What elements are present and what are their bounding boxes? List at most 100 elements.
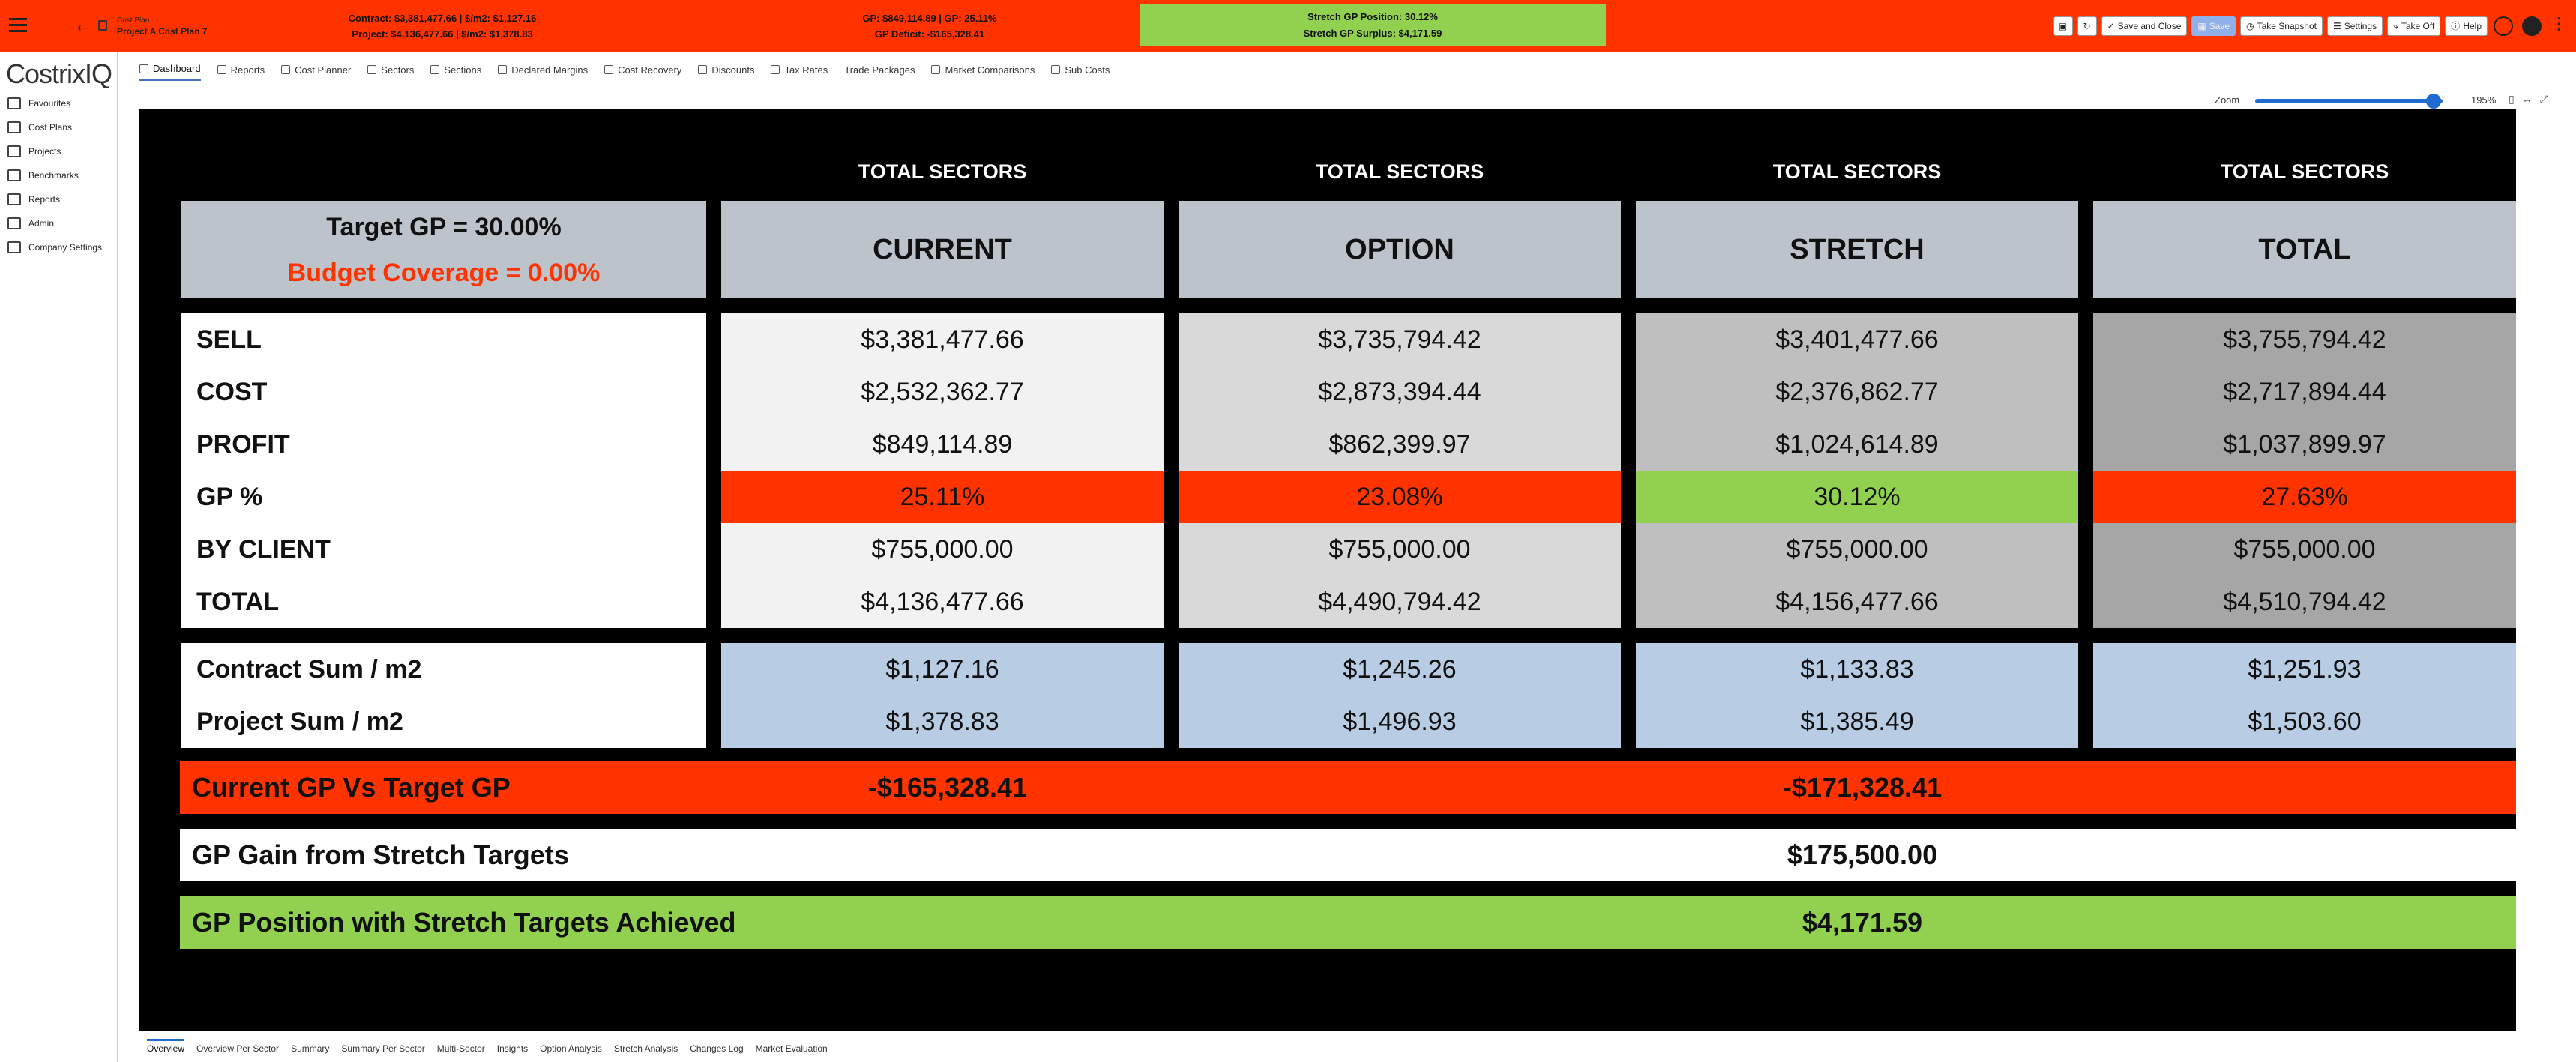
reports-icon [7,193,21,205]
zoom-slider-thumb[interactable] [2425,94,2441,109]
gp-gain-banner: GP Gain from Stretch Targets $175,500.00 [180,829,2516,881]
tab-multi-sector[interactable]: Multi-Sector [436,1043,485,1054]
sidebar-item-label: Benchmarks [28,170,79,181]
option-project-m2: $1,496.93 [1343,708,1457,736]
menu-icon[interactable] [9,18,27,33]
column-option: OPTION [1179,201,1621,298]
current-by-client: $755,000.00 [871,535,1014,564]
tab-discounts[interactable]: Discounts [698,63,754,81]
bottom-tabs: Overview Overview Per Sector Summary Sum… [147,1039,828,1054]
fullscreen-icon[interactable]: ⤢ [2539,93,2548,105]
tab-label: Discounts [711,64,755,76]
save-button[interactable]: ▦ Save [2191,16,2236,36]
tab-tax-rates[interactable]: Tax Rates [771,63,828,81]
cost-planner-icon [281,65,291,74]
fit-page-icon[interactable]: ▯ [2509,93,2515,105]
logo: CostrixIQ [6,58,112,89]
sidebar-item-label: Favourites [28,98,71,109]
tab-label: Dashboard [153,63,201,74]
sqm-total: $1,251.93 $1,503.60 [2093,643,2516,748]
tab-label: Cost Recovery [618,64,682,76]
total-profit: $1,037,899.97 [2223,430,2386,459]
sidebar-item-benchmarks[interactable]: Benchmarks [7,163,102,187]
target-gp: Target GP = 30.00% [326,213,562,241]
zoom-slider[interactable] [2255,99,2443,103]
top-bar: ← Cost Plan Project A Cost Plan 7 Contra… [0,0,2576,52]
tab-changes-log[interactable]: Changes Log [690,1043,744,1054]
folders-icon [7,145,21,157]
save-and-close-button[interactable]: ✓ Save and Close [2101,16,2188,36]
sections-icon [430,65,440,74]
contract-stat: Contract: $3,381,477.66 | $/m2: $1,127.1… [348,13,537,24]
column-total: TOTAL [2093,201,2516,298]
sub-costs-icon [1051,65,1061,74]
sidebar-item-company-settings[interactable]: Company Settings [7,235,102,259]
tab-sub-costs[interactable]: Sub Costs [1051,63,1110,81]
fit-width-icon[interactable]: ↔ [2521,93,2533,105]
tab-cost-planner[interactable]: Cost Planner [281,63,351,81]
tab-summary-per-sector[interactable]: Summary Per Sector [341,1043,425,1054]
col-header-current: TOTAL SECTORS [858,160,1027,183]
sidebar-item-projects[interactable]: Projects [7,139,102,163]
option-sell: $3,735,794.42 [1318,325,1481,354]
gp-stats: GP: $849,114.89 | GP: 25.11% GP Deficit:… [825,10,1035,42]
settings-icon: ☰ [2332,21,2341,31]
take-off-label: Take Off [2401,21,2435,31]
tab-overview-per-sector[interactable]: Overview Per Sector [196,1043,280,1054]
back-arrow-icon[interactable]: ← [73,13,93,36]
column-stretch: STRETCH [1636,201,2078,298]
tab-sections[interactable]: Sections [430,63,481,81]
sidebar-item-admin[interactable]: Admin [7,211,102,235]
tab-market-evaluation[interactable]: Market Evaluation [755,1043,828,1054]
tab-dashboard[interactable]: Dashboard [139,63,201,81]
col-header-total: TOTAL SECTORS [2220,160,2389,183]
chat-icon[interactable] [2494,16,2513,36]
help-button[interactable]: ⓘ Help [2445,16,2488,36]
sidebar-item-favourites[interactable]: Favourites [7,91,102,115]
sidebar-item-label: Admin [28,218,55,229]
help-icon: ⓘ [2451,21,2461,31]
tab-sectors[interactable]: Sectors [367,63,414,81]
sidebar-item-cost-plans[interactable]: Cost Plans [7,115,102,139]
benchmark-icon [7,169,21,181]
tab-label: Reports [230,64,265,76]
take-off-button[interactable]: ⤷ Take Off [2387,16,2441,36]
gp-gain-label: GP Gain from Stretch Targets [192,839,569,870]
star-square-icon [7,97,21,109]
tab-reports[interactable]: Reports [217,63,265,81]
contract-project-stats: Contract: $3,381,477.66 | $/m2: $1,127.1… [337,10,547,42]
cost-plan-caption: Cost Plan [117,16,150,25]
user-avatar-icon[interactable] [2522,16,2542,36]
option-cost: $2,873,394.44 [1318,378,1481,406]
row-label-profit: PROFIT [196,430,290,459]
col-header-stretch: TOTAL SECTORS [1772,160,1942,183]
tab-overview[interactable]: Overview [147,1039,185,1054]
sqm-stretch: $1,133.83 $1,385.49 [1636,643,2078,748]
current-vs-target-value-2: -$171,328.41 [1782,772,1942,803]
expand-icon[interactable]: ▣ [2053,16,2073,36]
tab-market-comparisons[interactable]: Market Comparisons [931,63,1035,81]
tab-insights[interactable]: Insights [496,1043,529,1054]
refresh-icon[interactable]: ↻ [2077,16,2097,36]
cost-plan-icon [98,20,107,31]
admin-icon [7,217,21,229]
current-vs-target-label: Current GP Vs Target GP [192,772,511,803]
current-cost: $2,532,362.77 [861,378,1024,406]
tab-option-analysis[interactable]: Option Analysis [540,1043,602,1054]
tab-stretch-analysis[interactable]: Stretch Analysis [613,1043,678,1054]
gp-position-label: GP Position with Stretch Targets Achieve… [192,907,736,938]
save-close-icon: ✓ [2107,21,2115,31]
take-snapshot-button[interactable]: ◷ Take Snapshot [2240,16,2323,36]
sectors-icon [367,65,377,74]
more-options-icon[interactable]: ⋮ [2551,14,2567,33]
sidebar-item-reports[interactable]: Reports [7,187,102,211]
tab-declared-margins[interactable]: Declared Margins [498,63,588,81]
tab-cost-recovery[interactable]: Cost Recovery [604,63,681,81]
settings-button[interactable]: ☰ Settings [2326,16,2383,36]
total-project-m2: $1,503.60 [2248,708,2362,736]
tab-summary[interactable]: Summary [291,1043,330,1054]
stretch-total: $4,156,477.66 [1775,588,1939,616]
stretch-by-client: $755,000.00 [1786,535,1928,564]
take-snapshot-label: Take Snapshot [2257,21,2317,31]
tab-trade-packages[interactable]: Trade Packages [844,63,915,81]
